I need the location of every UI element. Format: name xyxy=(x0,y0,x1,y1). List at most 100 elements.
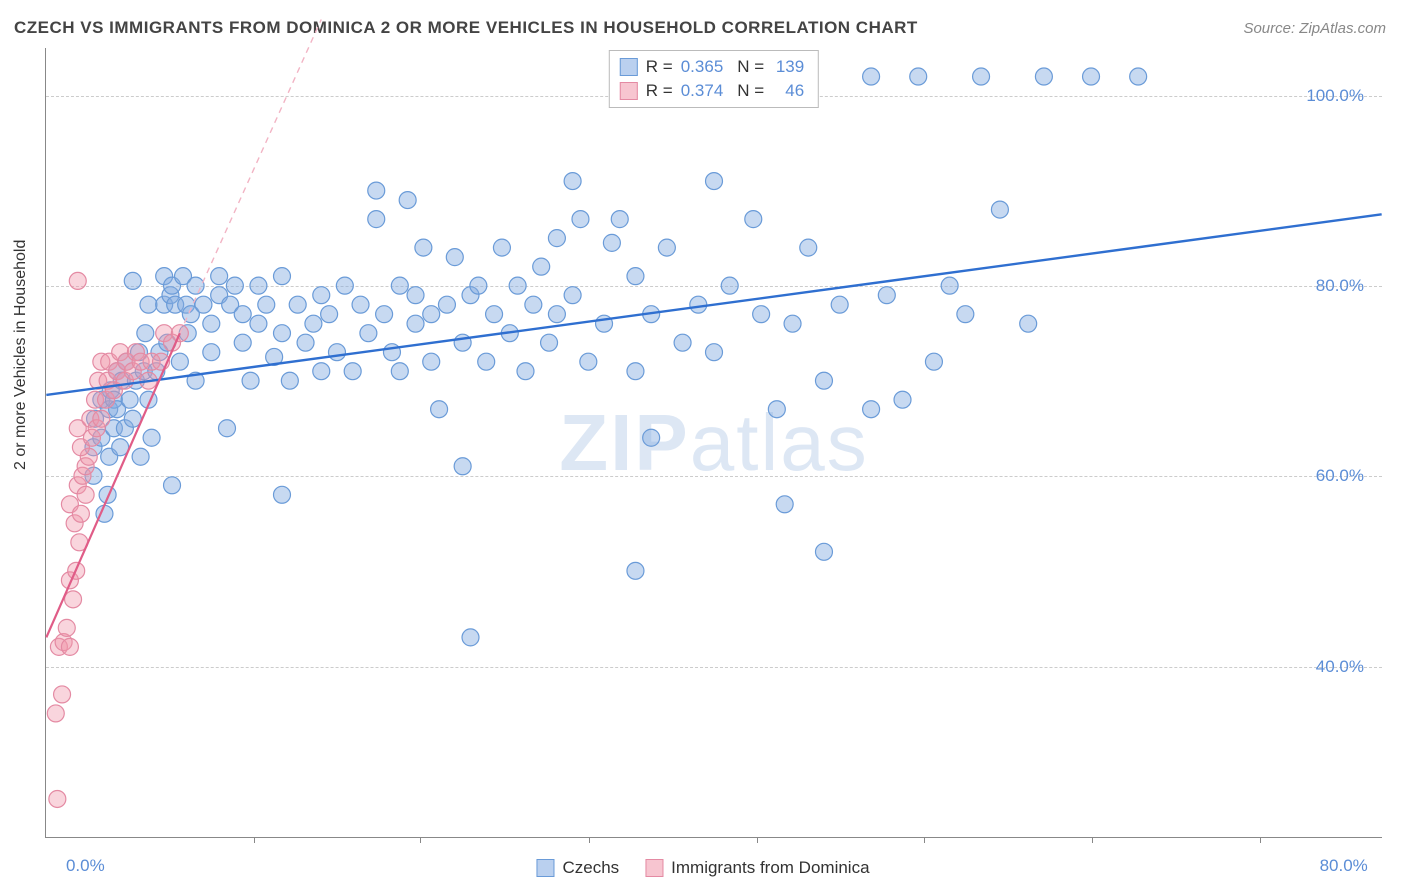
scatter-point xyxy=(776,496,793,513)
scatter-point xyxy=(745,211,762,228)
scatter-point xyxy=(941,277,958,294)
scatter-point xyxy=(509,277,526,294)
scatter-point xyxy=(143,429,160,446)
scatter-point xyxy=(800,239,817,256)
scatter-point xyxy=(289,296,306,313)
scatter-point xyxy=(627,562,644,579)
scatter-point xyxy=(297,334,314,351)
scatter-point xyxy=(376,306,393,323)
scatter-point xyxy=(360,325,377,342)
scatter-point xyxy=(564,287,581,304)
scatter-point xyxy=(815,372,832,389)
scatter-point xyxy=(438,296,455,313)
legend-stats-row: R =0.374N =46 xyxy=(620,79,804,103)
scatter-point xyxy=(991,201,1008,218)
y-axis-label: 2 or more Vehicles in Household xyxy=(12,240,30,470)
scatter-point xyxy=(58,619,75,636)
x-tick-label: 80.0% xyxy=(1320,856,1368,876)
scatter-point xyxy=(863,401,880,418)
scatter-point xyxy=(171,353,188,370)
scatter-point xyxy=(407,287,424,304)
scatter-point xyxy=(957,306,974,323)
scatter-point xyxy=(273,486,290,503)
scatter-point xyxy=(273,325,290,342)
scatter-point xyxy=(54,686,71,703)
scatter-point xyxy=(768,401,785,418)
source-attribution: Source: ZipAtlas.com xyxy=(1243,20,1386,37)
scatter-point xyxy=(706,173,723,190)
scatter-point xyxy=(93,410,110,427)
scatter-point xyxy=(910,68,927,85)
x-tick xyxy=(254,837,255,843)
legend-n-value: 46 xyxy=(772,79,804,103)
scatter-point xyxy=(399,192,416,209)
x-tick xyxy=(420,837,421,843)
x-tick xyxy=(924,837,925,843)
plot-area: ZIPatlas R =0.365N =139R =0.374N =46 40.… xyxy=(45,48,1382,838)
scatter-point xyxy=(1035,68,1052,85)
scatter-point xyxy=(580,353,597,370)
scatter-point xyxy=(533,258,550,275)
scatter-point xyxy=(627,363,644,380)
scatter-point xyxy=(195,296,212,313)
scatter-point xyxy=(132,448,149,465)
scatter-point xyxy=(352,296,369,313)
scatter-point xyxy=(242,372,259,389)
scatter-point xyxy=(305,315,322,332)
legend-n-label: N = xyxy=(737,79,764,103)
legend-r-value: 0.365 xyxy=(681,55,724,79)
scatter-point xyxy=(470,277,487,294)
x-tick xyxy=(1260,837,1261,843)
scatter-point xyxy=(462,629,479,646)
scatter-point xyxy=(47,705,64,722)
chart-title: CZECH VS IMMIGRANTS FROM DOMINICA 2 OR M… xyxy=(14,18,918,38)
scatter-point xyxy=(643,429,660,446)
scatter-point xyxy=(273,268,290,285)
scatter-point xyxy=(611,211,628,228)
legend-series-item: Czechs xyxy=(536,858,619,878)
scatter-point xyxy=(517,363,534,380)
scatter-point xyxy=(973,68,990,85)
legend-n-value: 139 xyxy=(772,55,804,79)
x-tick xyxy=(757,837,758,843)
scatter-point xyxy=(564,173,581,190)
scatter-point xyxy=(493,239,510,256)
scatter-point xyxy=(674,334,691,351)
scatter-point xyxy=(446,249,463,266)
scatter-point xyxy=(894,391,911,408)
scatter-point xyxy=(219,420,236,437)
scatter-point xyxy=(49,790,66,807)
scatter-point xyxy=(187,277,204,294)
scatter-point xyxy=(572,211,589,228)
trend-line xyxy=(46,214,1381,395)
scatter-point xyxy=(431,401,448,418)
scatter-point xyxy=(603,234,620,251)
scatter-point xyxy=(1130,68,1147,85)
scatter-point xyxy=(548,306,565,323)
scatter-point xyxy=(313,363,330,380)
scatter-point xyxy=(721,277,738,294)
scatter-point xyxy=(423,306,440,323)
scatter-point xyxy=(753,306,770,323)
scatter-point xyxy=(815,543,832,560)
scatter-point xyxy=(541,334,558,351)
scatter-point xyxy=(250,315,267,332)
scatter-point xyxy=(1020,315,1037,332)
scatter-point xyxy=(234,334,251,351)
legend-swatch xyxy=(620,82,638,100)
legend-stats: R =0.365N =139R =0.374N =46 xyxy=(609,50,819,108)
scatter-point xyxy=(368,211,385,228)
scatter-point xyxy=(878,287,895,304)
scatter-point xyxy=(391,277,408,294)
scatter-point xyxy=(863,68,880,85)
scatter-point xyxy=(250,277,267,294)
legend-swatch xyxy=(620,58,638,76)
scatter-point xyxy=(344,363,361,380)
scatter-point xyxy=(61,638,78,655)
scatter-point xyxy=(321,306,338,323)
scatter-point xyxy=(706,344,723,361)
scatter-point xyxy=(313,287,330,304)
scatter-point xyxy=(423,353,440,370)
scatter-point xyxy=(281,372,298,389)
scatter-point xyxy=(548,230,565,247)
